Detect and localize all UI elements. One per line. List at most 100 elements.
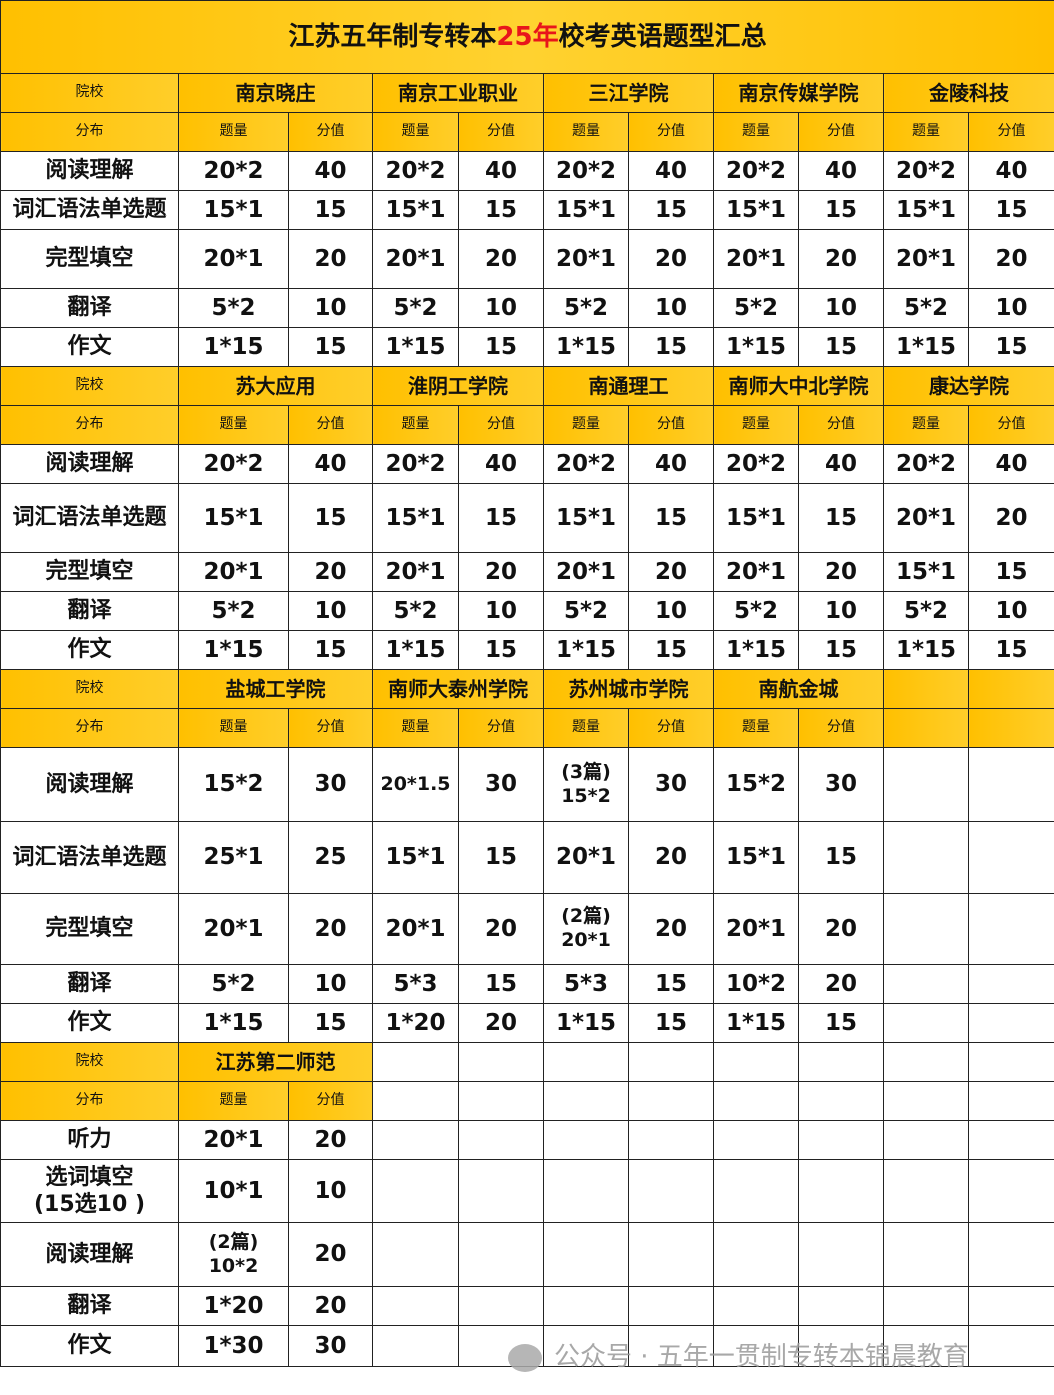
quantity-header: 题量 <box>543 405 629 445</box>
score-cell-text: 30 <box>314 771 347 798</box>
score-cell-text: 10 <box>824 597 857 624</box>
wechat-icon <box>508 1343 542 1372</box>
score-cell-text: 15 <box>824 636 857 663</box>
quantity-cell-text: 1*15 <box>203 1009 264 1036</box>
table-row: 阅读理解 (2篇) 10*2 20 <box>0 1222 1054 1287</box>
quantity-cell-text: 20*1 <box>725 558 787 585</box>
school-name-text: 南师大泰州学院 <box>388 676 528 701</box>
empty-cell <box>543 1222 629 1287</box>
question-type-label-text: 翻译 <box>67 295 112 321</box>
quantity-cell-text: 20*2 <box>555 450 617 477</box>
score-cell-text: 20 <box>824 915 857 942</box>
question-type-label: 作文 <box>0 1325 179 1367</box>
quantity-header: 题量 <box>372 405 459 445</box>
school-name: 江苏第二师范 <box>178 1042 373 1082</box>
empty-cell <box>458 1159 544 1223</box>
score-header-text: 分值 <box>657 416 685 433</box>
score-cell-text: 10 <box>995 597 1028 624</box>
watermark-text: 公众号 · 五年一贯制专转本锦晨教育 <box>554 1342 969 1372</box>
quantity-cell-text: (2篇) 20*1 <box>561 905 611 951</box>
school-label: 院校 <box>0 73 179 113</box>
question-type-label: 选词填空 (15选10 ) <box>0 1159 179 1223</box>
score-cell: 40 <box>458 151 544 191</box>
score-header-text: 分值 <box>487 719 515 736</box>
quantity-header-text: 题量 <box>219 416 248 433</box>
quantity-cell-text: 1*15 <box>895 333 957 360</box>
score-cell-text: 15 <box>995 333 1028 360</box>
quantity-cell-text: 20*2 <box>385 157 446 184</box>
score-cell-text: 15 <box>314 1009 347 1036</box>
empty-cell <box>543 1286 629 1326</box>
quantity-cell-text: 15*1 <box>895 196 957 223</box>
quantity-cell-text: 5*2 <box>393 597 438 624</box>
score-cell: 40 <box>288 444 373 484</box>
score-header: 分值 <box>458 708 544 748</box>
school-label-text: 院校 <box>75 84 104 101</box>
quantity-cell: 15*1 <box>372 483 459 553</box>
distribution-label-text: 分布 <box>75 719 104 736</box>
score-header-text: 分值 <box>316 123 345 140</box>
score-cell-text: 15 <box>314 636 347 663</box>
score-cell-text: 15 <box>314 504 347 531</box>
score-cell: 15 <box>288 190 373 230</box>
score-cell-text: 20 <box>654 245 687 272</box>
school-name-text: 苏州城市学院 <box>568 676 689 701</box>
quantity-cell: 5*3 <box>372 964 459 1004</box>
score-cell-text: 10 <box>824 294 857 321</box>
score-cell: 20 <box>288 1286 373 1326</box>
school-header-row: 院校 盐城工学院 南师大泰州学院 苏州城市学院 南航金城 <box>0 669 1054 709</box>
quantity-cell-text: 5*2 <box>393 294 438 321</box>
quantity-cell-text: 20*1 <box>203 1126 264 1153</box>
quantity-cell-text: 1*15 <box>725 636 787 663</box>
quantity-cell: 15*1 <box>543 190 629 230</box>
quantity-cell-text: 20*1.5 <box>380 772 451 795</box>
score-cell: 15 <box>288 630 373 670</box>
score-cell-text: 10 <box>314 970 347 997</box>
quantity-cell: 20*2 <box>883 444 969 484</box>
quantity-cell: 10*1 <box>178 1159 289 1223</box>
quantity-cell: 1*15 <box>543 1003 629 1043</box>
score-cell: 15 <box>458 327 544 367</box>
quantity-cell-text: 5*2 <box>733 597 779 624</box>
score-cell: 15 <box>967 630 1054 670</box>
quantity-cell: 20*2 <box>713 151 799 191</box>
quantity-cell-text: 1*15 <box>203 636 264 663</box>
score-header-text: 分值 <box>316 416 345 433</box>
quantity-cell-text: 20*1 <box>555 844 617 871</box>
score-cell-text: 10 <box>654 294 687 321</box>
score-header: 分值 <box>458 405 544 445</box>
quantity-cell-text: 15*1 <box>385 844 446 871</box>
table-row: 作文 1*15 15 1*15 15 1*15 15 1*15 15 1*15 15 <box>0 327 1054 367</box>
score-cell-text: 40 <box>314 450 347 477</box>
score-cell: 30 <box>798 747 884 822</box>
quantity-header: 题量 <box>178 405 289 445</box>
score-cell: 10 <box>288 964 373 1004</box>
school-header-row: 院校 南京晓庄 南京工业职业 三江学院 南京传媒学院 金陵科技 <box>0 73 1054 113</box>
score-header: 分值 <box>798 405 884 445</box>
empty-cell <box>628 1120 714 1160</box>
quantity-cell: 20*2 <box>543 444 629 484</box>
quantity-cell-text: 15*1 <box>895 558 957 585</box>
score-cell-text: 20 <box>484 245 517 272</box>
score-cell: 10 <box>798 591 884 631</box>
empty-cell <box>967 964 1054 1004</box>
empty-cell <box>883 1120 969 1160</box>
empty-cell <box>458 1042 544 1082</box>
score-cell: 20 <box>288 893 373 965</box>
score-cell-text: 40 <box>995 450 1028 477</box>
score-cell-text: 20 <box>314 1241 347 1268</box>
table-row: 选词填空 (15选10 ) 10*1 10 <box>0 1159 1054 1223</box>
quantity-cell: 15*2 <box>178 747 289 822</box>
school-name: 盐城工学院 <box>178 669 373 709</box>
quantity-cell-text: 20*1 <box>895 245 957 272</box>
quantity-cell: 20*2 <box>372 151 459 191</box>
score-cell: 30 <box>628 747 714 822</box>
quantity-cell: 15*1 <box>178 190 289 230</box>
empty-cell <box>883 1042 969 1082</box>
quantity-header-text: 题量 <box>219 1092 248 1109</box>
empty-cell <box>798 1120 884 1160</box>
quantity-header: 题量 <box>883 112 969 152</box>
quantity-cell-text: 15*1 <box>203 504 264 531</box>
question-type-label: 完型填空 <box>0 229 179 289</box>
score-header: 分值 <box>458 112 544 152</box>
